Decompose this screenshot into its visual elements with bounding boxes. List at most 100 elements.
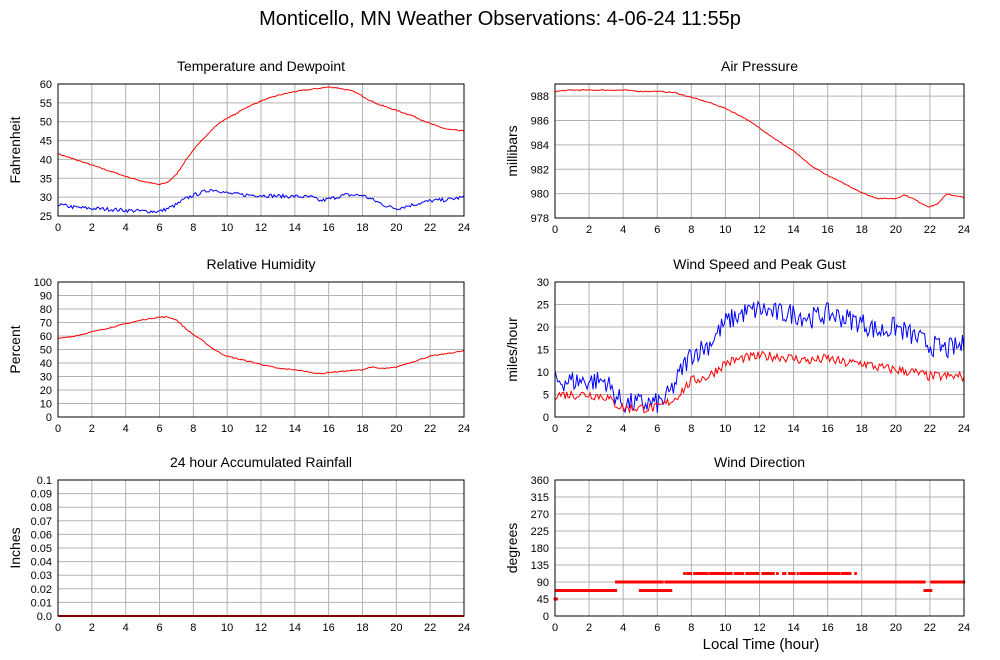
- x-tick-label: 14: [289, 423, 301, 435]
- direction-point: [713, 572, 716, 575]
- series-line-1: [554, 350, 965, 415]
- x-tick-label: 22: [924, 423, 936, 435]
- x-tick-label: 20: [390, 222, 402, 234]
- direction-point: [843, 572, 847, 575]
- x-tick-label: 4: [620, 622, 626, 634]
- direction-point: [825, 572, 829, 575]
- direction-point: [735, 572, 739, 575]
- direction-point: [802, 572, 806, 575]
- x-tick-label: 2: [586, 622, 592, 634]
- y-tick-label: 70: [40, 318, 52, 330]
- x-tick-label: 0: [552, 622, 558, 634]
- temperature-chart: 0 2 4 6 8 10 12 14 16 18 20 22 242530354045505560Tem…: [7, 58, 470, 234]
- series-line-0: [57, 86, 465, 186]
- y-tick-label: 0.02: [31, 584, 52, 596]
- direction-point: [689, 572, 693, 575]
- direction-point: [751, 572, 755, 575]
- x-tick-label: 4: [620, 423, 626, 435]
- direction-point: [854, 572, 857, 575]
- y-tick-label: 55: [40, 98, 52, 110]
- y-tick-label: 0.05: [31, 543, 52, 555]
- x-tick-label: 18: [356, 622, 368, 634]
- direction-point: [708, 572, 712, 575]
- chart-title: Air Pressure: [721, 58, 798, 74]
- direction-point: [800, 572, 804, 575]
- y-tick-label: 40: [40, 358, 52, 370]
- plot-frame: [554, 83, 965, 219]
- y-tick-label: 0: [543, 611, 549, 623]
- x-tick-label: 20: [390, 423, 402, 435]
- y-tick-label: 0.06: [31, 529, 52, 541]
- x-tick-label: 24: [458, 423, 470, 435]
- x-tick-label: 12: [753, 423, 765, 435]
- direction-point: [783, 572, 787, 575]
- y-tick-label: 40: [40, 154, 52, 166]
- direction-point: [686, 572, 690, 575]
- x-tick-label: 24: [458, 622, 470, 634]
- x-tick-label: 0: [552, 423, 558, 435]
- y-tick-label: 0: [46, 412, 52, 424]
- series-line-1: [57, 188, 465, 214]
- y-tick-label: 80: [40, 304, 52, 316]
- chart-title: Wind Direction: [714, 454, 805, 470]
- y-tick-label: 360: [531, 475, 549, 487]
- direction-point: [837, 572, 841, 575]
- x-tick-label: 16: [323, 423, 335, 435]
- y-tick-label: 35: [40, 173, 52, 185]
- x-tick-label: 0: [552, 224, 558, 236]
- x-tick-label: 6: [156, 423, 162, 435]
- x-tick-label: 18: [356, 423, 368, 435]
- direction-point: [818, 572, 821, 575]
- direction-point: [812, 572, 816, 575]
- direction-point: [705, 572, 709, 575]
- x-tick-label: 6: [654, 622, 660, 634]
- direction-point: [756, 572, 760, 575]
- x-tick-label: 12: [753, 622, 765, 634]
- x-tick-label: 10: [719, 423, 731, 435]
- direction-point: [824, 572, 828, 575]
- direction-point: [828, 572, 831, 575]
- direction-point: [699, 572, 703, 575]
- direction-point: [831, 572, 835, 575]
- direction-point: [834, 572, 837, 575]
- direction-point: [840, 572, 844, 575]
- y-tick-label: 50: [40, 117, 52, 129]
- y-axis-label: Percent: [7, 325, 23, 373]
- y-axis-label: Fahrenheit: [7, 116, 23, 183]
- x-tick-label: 6: [156, 222, 162, 234]
- plot-frame: [57, 83, 465, 217]
- x-tick-label: 14: [289, 222, 301, 234]
- chart-title: 24 hour Accumulated Rainfall: [170, 454, 352, 470]
- y-tick-label: 30: [40, 372, 52, 384]
- x-tick-label: 2: [586, 224, 592, 236]
- direction-point: [696, 572, 700, 575]
- direction-point: [761, 572, 765, 575]
- direction-point: [693, 572, 696, 575]
- x-tick-label: 20: [390, 622, 402, 634]
- chart-title: Temperature and Dewpoint: [177, 58, 345, 74]
- y-tick-label: 982: [531, 164, 549, 176]
- y-tick-label: 0.07: [31, 516, 52, 528]
- x-tick-label: 0: [55, 622, 61, 634]
- direction-point: [733, 572, 737, 575]
- x-tick-label: 22: [924, 224, 936, 236]
- direction-point: [715, 572, 719, 575]
- y-tick-label: 180: [531, 543, 549, 555]
- x-tick-label: 2: [89, 222, 95, 234]
- x-tick-label: 8: [688, 622, 694, 634]
- y-tick-label: 315: [531, 492, 549, 504]
- y-tick-label: 0.1: [37, 475, 52, 487]
- x-tick-label: 22: [424, 222, 436, 234]
- x-tick-label: 20: [890, 224, 902, 236]
- x-tick-label: 12: [255, 622, 267, 634]
- direction-point: [806, 572, 810, 575]
- x-tick-label: 22: [924, 622, 936, 634]
- x-tick-label: 18: [856, 224, 868, 236]
- x-tick-label: 18: [356, 222, 368, 234]
- x-tick-label: 6: [654, 423, 660, 435]
- y-axis-label: degrees: [504, 523, 520, 574]
- y-tick-label: 0.03: [31, 570, 52, 582]
- direction-point: [789, 572, 793, 575]
- direction-point: [782, 572, 785, 575]
